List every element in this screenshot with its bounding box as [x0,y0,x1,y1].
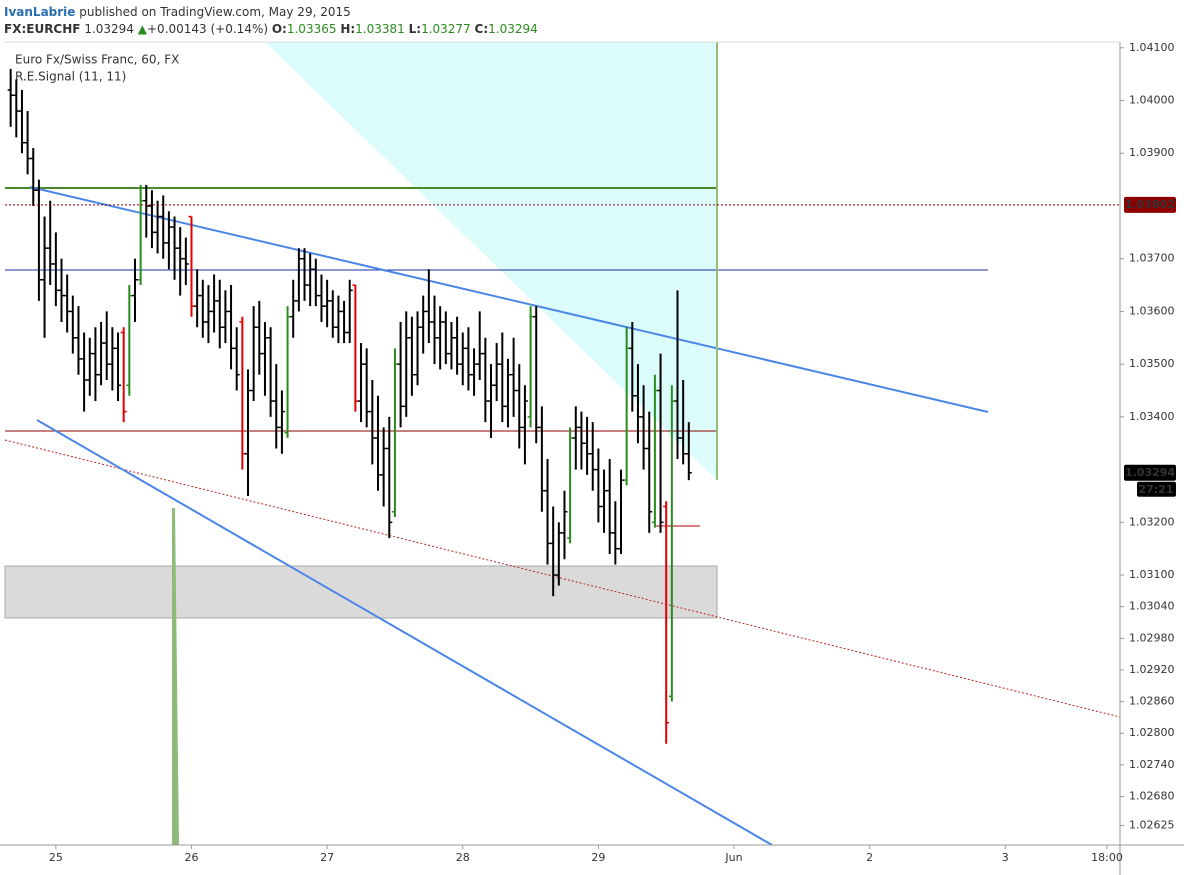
y-tick-label: 1.02800 [1129,726,1175,739]
header-line: IvanLabrie published on TradingView.com,… [4,5,351,19]
y-tick-label: 1.03400 [1129,410,1175,423]
target-zone [265,42,717,480]
y-tick-label: 1.02625 [1129,818,1175,831]
price-badge [1124,196,1176,213]
signal-spike [172,508,179,845]
price-badge-label: 1.03294 [1125,466,1175,479]
support-zone [4,565,718,619]
y-tick-label: 1.03700 [1129,252,1175,265]
y-tick-label: 1.02740 [1129,758,1175,771]
y-tick-label: 1.03500 [1129,357,1175,370]
symbol-line: FX:EURCHF 1.03294 ▲+0.00143 (+0.14%) O:1… [4,22,538,36]
y-tick-label: 1.02920 [1129,663,1175,676]
ohlc-value: 1.03294 [488,22,538,36]
trend-line [36,419,773,846]
x-tick-label: 27 [320,851,334,864]
y-tick-label: 1.03600 [1129,304,1175,317]
y-tick-label: 1.03040 [1129,600,1175,613]
y-tick-label: 1.03100 [1129,568,1175,581]
ohlc-label: O: [272,22,287,36]
y-tick-label: 1.03900 [1129,146,1175,159]
x-tick-label: Jun [724,851,742,864]
ohlc-label: H: [340,22,355,36]
y-tick-label: 1.04000 [1129,94,1175,107]
x-tick-label: 29 [591,851,605,864]
price-badge-label: 1.03802 [1125,198,1175,211]
x-tick-label: 2 [866,851,873,864]
x-tick-label: 26 [184,851,198,864]
trend-line [4,439,1121,718]
x-tick-label: 18:00 [1091,851,1123,864]
ohlc-label: L: [409,22,421,36]
countdown-badge [1137,481,1176,497]
published: published on TradingView.com, May 29, 20… [79,5,350,19]
ohlc-label: C: [475,22,489,36]
x-tick-label: 25 [49,851,63,864]
ohlc-value: 1.03365 [287,22,337,36]
symbol: FX:EURCHF [4,22,80,36]
countdown: 27:21 [1138,483,1173,496]
ohlc-value: 1.03381 [355,22,405,36]
price-badge [1124,464,1176,481]
ohlc-value: 1.03277 [421,22,471,36]
author: IvanLabrie [4,5,75,19]
change: +0.00143 (+0.14%) [147,22,268,36]
trend-line [29,186,989,413]
indicator-name: R.E.Signal (11, 11) [15,70,126,84]
change-arrow: ▲ [138,22,148,36]
last-price: 1.03294 [84,22,134,36]
x-tick-label: 3 [1002,851,1009,864]
chart-title: Euro Fx/Swiss Franc, 60, FX [15,53,179,67]
y-tick-label: 1.02980 [1129,631,1175,644]
y-tick-label: 1.03200 [1129,515,1175,528]
x-tick-label: 28 [456,851,470,864]
y-tick-label: 1.02860 [1129,695,1175,708]
y-tick-label: 1.02680 [1129,789,1175,802]
y-tick-label: 1.04100 [1129,41,1175,54]
